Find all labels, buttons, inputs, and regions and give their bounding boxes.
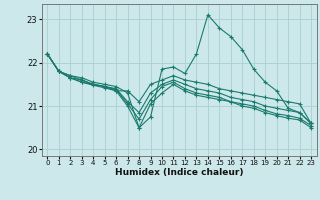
X-axis label: Humidex (Indice chaleur): Humidex (Indice chaleur) xyxy=(115,168,244,177)
